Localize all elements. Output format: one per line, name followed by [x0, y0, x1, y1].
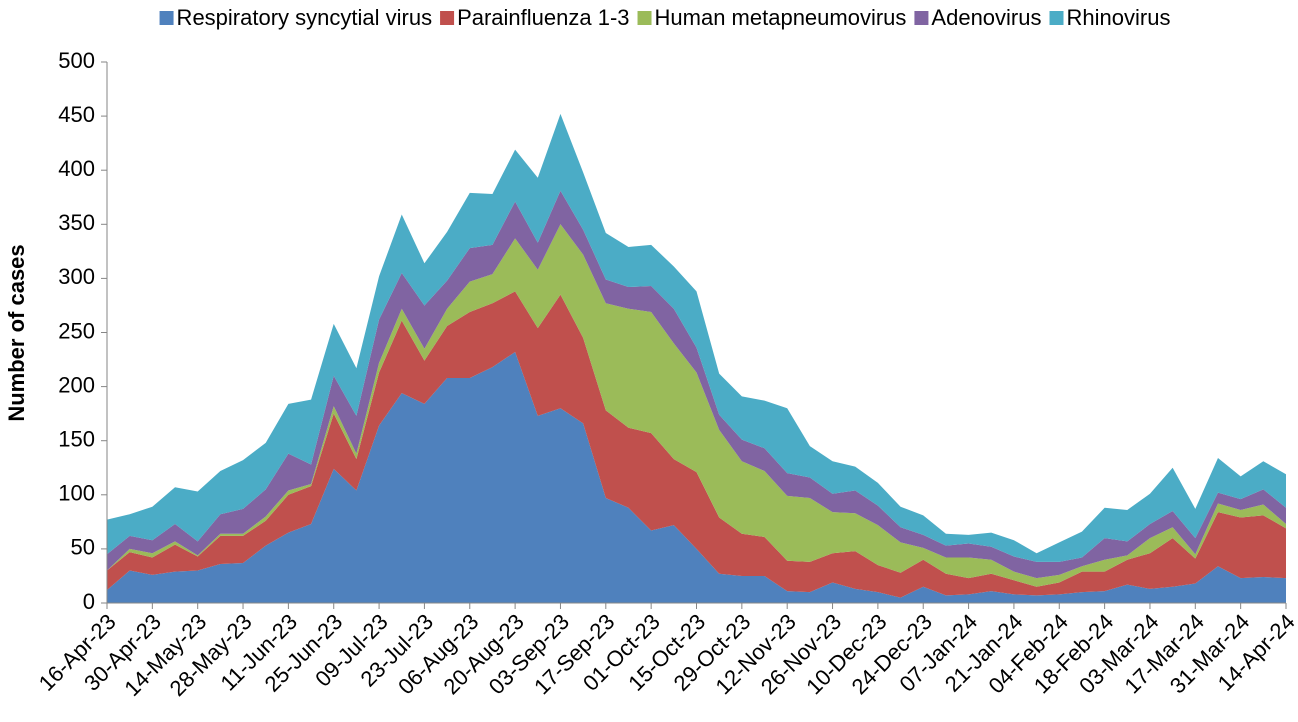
- y-axis-title: Number of cases: [4, 244, 29, 421]
- area: [107, 190, 1286, 579]
- legend-label: Respiratory syncytial virus: [177, 5, 433, 30]
- y-tick-label: 0: [83, 589, 95, 614]
- y-tick-label: 50: [71, 535, 95, 560]
- area: [107, 291, 1286, 598]
- legend: Respiratory syncytial virus Parainfluenza…: [159, 5, 1171, 30]
- legend-label: Human metapneumovirus: [655, 5, 907, 30]
- y-tick-label: 100: [58, 481, 95, 506]
- y-tick-label: 450: [58, 102, 95, 127]
- y-tick-label: 400: [58, 156, 95, 181]
- y-tick-label: 300: [58, 264, 95, 289]
- legend-label: Adenovirus: [931, 5, 1041, 30]
- area: [107, 351, 1286, 603]
- legend-swatch: [159, 11, 174, 25]
- y-tick-label: 250: [58, 318, 95, 343]
- y-tick-label: 200: [58, 372, 95, 397]
- legend-swatch: [1049, 11, 1064, 25]
- legend-swatch: [440, 11, 455, 25]
- legend-label: Parainfluenza 1-3: [457, 5, 629, 30]
- y-tick-label: 350: [58, 210, 95, 235]
- legend-label: Rhinovirus: [1067, 5, 1171, 30]
- legend-swatch: [637, 11, 652, 25]
- legend-swatch: [914, 11, 929, 25]
- y-tick-label: 150: [58, 427, 95, 452]
- y-tick-label: 500: [58, 48, 95, 73]
- area: [107, 113, 1286, 562]
- area: [107, 224, 1286, 587]
